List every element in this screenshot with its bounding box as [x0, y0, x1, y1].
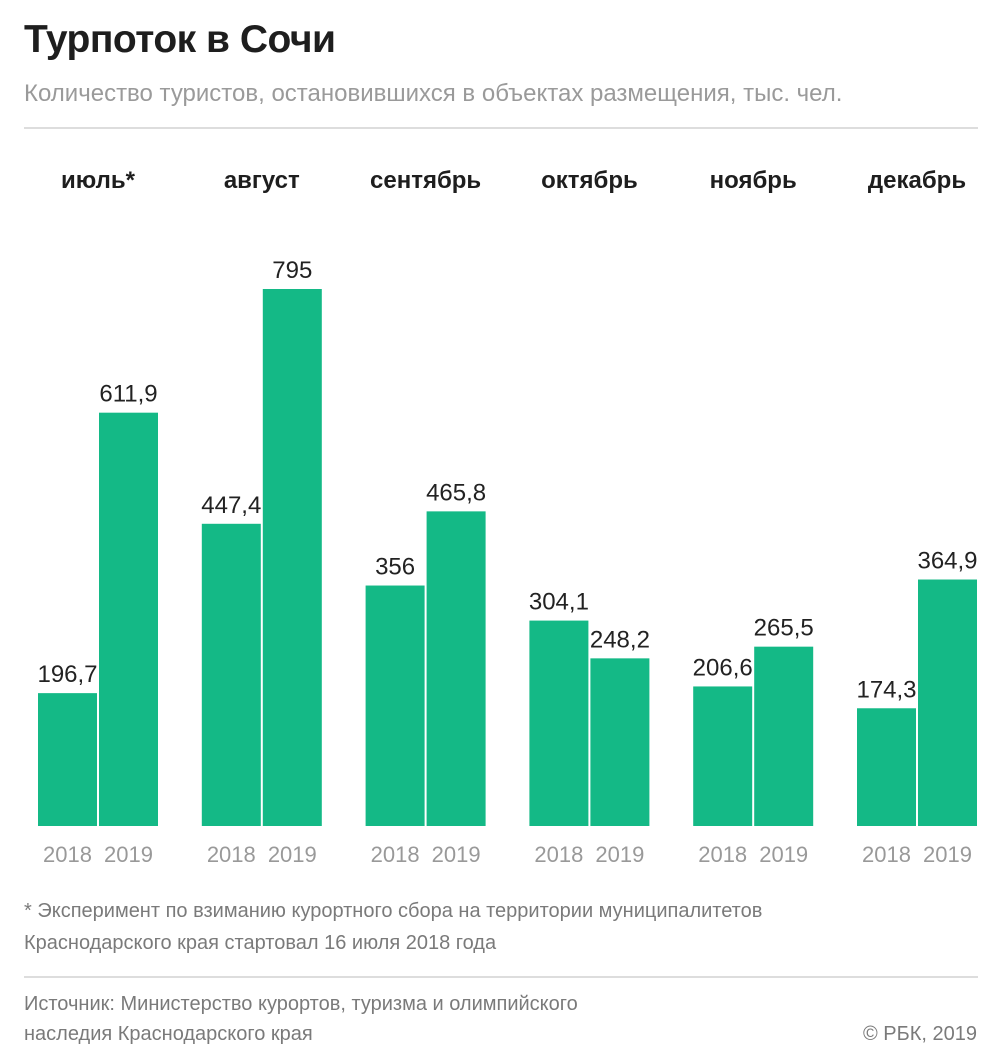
footnote-line-2: Краснодарского края стартовал 16 июля 20…: [24, 932, 497, 954]
chart-subtitle: Количество туристов, остановившихся в об…: [24, 80, 843, 107]
value-label-2019: 265,5: [754, 615, 814, 642]
bar-2018: [693, 686, 753, 826]
bar-2019: [590, 658, 650, 826]
month-label: сентябрь: [370, 167, 481, 194]
source-line-1: Источник: Министерство курортов, туризма…: [24, 993, 578, 1015]
month-label: ноябрь: [710, 167, 797, 194]
bar-2018: [365, 585, 425, 826]
value-label-2019: 795: [272, 257, 312, 284]
month-label: декабрь: [868, 167, 966, 194]
year-label: 2018: [371, 842, 420, 867]
value-label-2019: 248,2: [590, 626, 650, 653]
value-label-2018: 174,3: [856, 676, 916, 703]
divider-bottom: [24, 976, 978, 978]
value-label-2018: 356: [375, 554, 415, 581]
copyright: © РБК, 2019: [862, 1023, 977, 1045]
divider-top: [24, 127, 978, 129]
year-label: 2019: [759, 842, 808, 867]
bar-2019: [754, 646, 814, 826]
source-line-2: наследия Краснодарского края: [24, 1023, 313, 1045]
year-label: 2019: [268, 842, 317, 867]
bar-2018: [38, 693, 97, 826]
value-label-2018: 196,7: [37, 661, 97, 688]
value-label-2018: 447,4: [201, 492, 261, 519]
year-label: 2019: [432, 842, 481, 867]
value-label-2019: 465,8: [426, 479, 486, 506]
bar-2018: [857, 708, 916, 826]
bar-2018: [201, 523, 261, 826]
year-label: 2019: [104, 842, 153, 867]
value-label-2018: 304,1: [529, 589, 589, 616]
year-label: 2018: [534, 842, 583, 867]
year-label: 2018: [43, 842, 92, 867]
year-label: 2018: [698, 842, 747, 867]
value-label-2019: 364,9: [917, 548, 977, 575]
year-label: 2019: [595, 842, 644, 867]
month-label: июль*: [61, 167, 136, 194]
month-label: август: [224, 167, 300, 194]
month-label: октябрь: [541, 167, 638, 194]
footnote-line-1: * Эксперимент по взиманию курортного сбо…: [24, 900, 763, 922]
bar-2019: [99, 412, 158, 826]
bar-2019: [918, 579, 977, 826]
value-label-2018: 206,6: [693, 654, 753, 681]
year-label: 2019: [923, 842, 972, 867]
bar-chart: июль* 196,7 2018 611,9 2019 август 447,4 2018 79…: [37, 167, 977, 867]
value-label-2019: 611,9: [99, 381, 157, 408]
bar-2018: [529, 620, 589, 826]
year-label: 2018: [207, 842, 256, 867]
year-label: 2018: [862, 842, 911, 867]
bar-2019: [426, 511, 486, 826]
chart-title: Турпоток в Сочи: [24, 18, 336, 61]
bar-2019: [262, 289, 322, 826]
